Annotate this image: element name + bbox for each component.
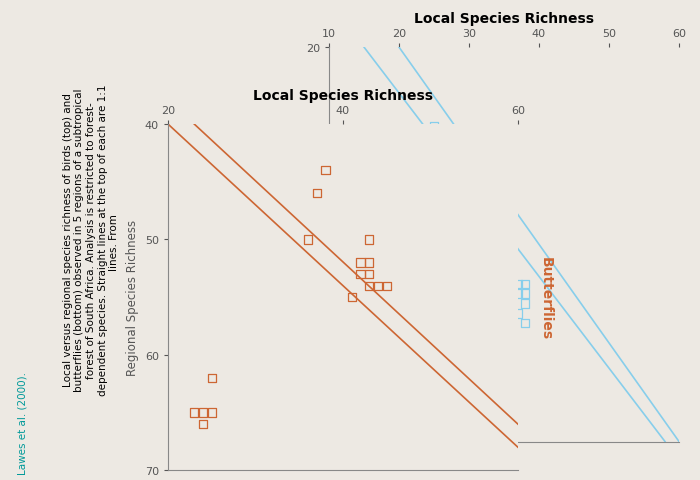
Point xyxy=(320,167,331,175)
Point xyxy=(346,294,357,301)
Point xyxy=(505,280,517,288)
Title: Local Species Richness: Local Species Richness xyxy=(414,12,594,26)
Point xyxy=(484,231,496,239)
Point xyxy=(189,409,200,417)
Text: Local versus regional species richness of birds (top) and
butterflies (bottom) o: Local versus regional species richness o… xyxy=(63,84,119,396)
Point xyxy=(206,374,217,382)
Y-axis label: Regional Species Richness: Regional Species Richness xyxy=(287,167,300,323)
Point xyxy=(364,282,375,290)
Point xyxy=(498,359,510,367)
Point xyxy=(498,339,510,347)
Point xyxy=(364,271,375,278)
Point xyxy=(512,310,524,318)
Point xyxy=(442,143,454,150)
Y-axis label: Regional Species Richness: Regional Species Richness xyxy=(126,220,139,375)
Point xyxy=(519,290,531,298)
Title: Local Species Richness: Local Species Richness xyxy=(253,89,433,103)
Point xyxy=(197,420,209,428)
Point xyxy=(302,236,314,244)
Text: Butterflies: Butterflies xyxy=(539,256,553,339)
Point xyxy=(477,221,489,229)
Point xyxy=(519,280,531,288)
Point xyxy=(311,190,322,198)
Point xyxy=(355,271,366,278)
Point xyxy=(519,320,531,327)
Point xyxy=(381,282,392,290)
Text: Lawes et al. (2000).: Lawes et al. (2000). xyxy=(18,371,27,474)
Point xyxy=(206,409,217,417)
Point xyxy=(491,349,503,357)
Point xyxy=(498,349,510,357)
Point xyxy=(372,282,384,290)
Point xyxy=(512,290,524,298)
Point xyxy=(519,300,531,308)
Point xyxy=(364,236,375,244)
Point xyxy=(355,259,366,267)
Point xyxy=(197,409,209,417)
Point xyxy=(512,280,524,288)
Point xyxy=(364,259,375,267)
Point xyxy=(428,123,440,131)
Point xyxy=(505,290,517,298)
